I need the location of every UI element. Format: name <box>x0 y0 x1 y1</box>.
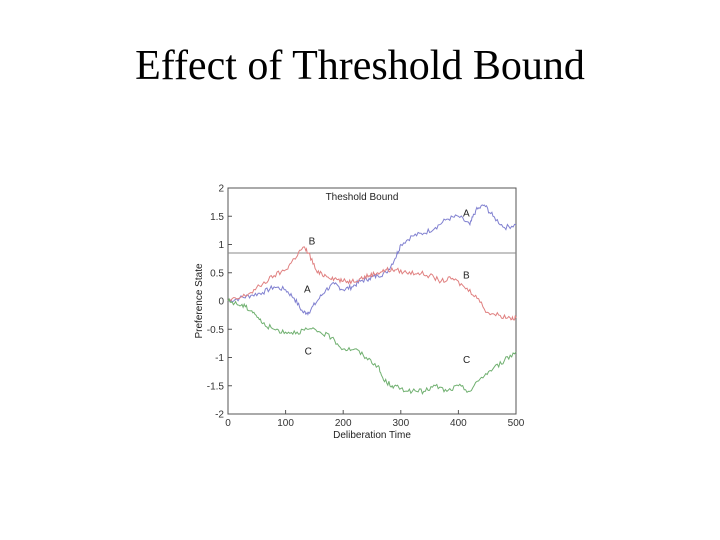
chart-title: Theshold Bound <box>326 192 399 203</box>
annotation-label: B <box>309 237 316 248</box>
annotation-label: A <box>304 285 311 296</box>
x-axis-label: Deliberation Time <box>333 430 411 441</box>
x-tick-label: 200 <box>335 418 352 429</box>
x-tick-label: 400 <box>450 418 467 429</box>
y-tick-label: 1.5 <box>210 212 224 223</box>
annotation-label: C <box>305 347 312 358</box>
y-tick-label: 0 <box>218 297 224 308</box>
x-tick-label: 0 <box>225 418 231 429</box>
y-tick-label: 1 <box>218 240 224 251</box>
line-chart: 0 100 200 300 400 500 -2 -1.5 -1 -0.5 0 0.5 1 1.5 2 B A… <box>194 184 525 442</box>
plot-area <box>227 187 517 415</box>
series-line-3 <box>227 297 517 396</box>
annotation-label: C <box>463 355 470 366</box>
y-tick-label: -1.5 <box>207 381 225 392</box>
y-tick-label: -1 <box>215 353 224 364</box>
series-group <box>227 204 517 396</box>
y-tick-label: 2 <box>218 184 224 195</box>
y-tick-label: -0.5 <box>207 325 225 336</box>
series-line-2 <box>227 246 517 321</box>
annotation-label: B <box>463 270 470 281</box>
axis-ticks: 0 100 200 300 400 500 -2 -1.5 -1 -0.5 0 0.5 1 1.5 2 <box>207 184 525 430</box>
x-tick-label: 300 <box>392 418 409 429</box>
y-tick-label: -2 <box>215 410 224 421</box>
annotation-group: B A C A B C <box>304 208 470 366</box>
slide-title: Effect of Threshold Bound <box>135 43 585 89</box>
x-tick-label: 100 <box>277 418 294 429</box>
y-tick-label: 0.5 <box>210 268 224 279</box>
series-line-1 <box>227 204 517 316</box>
annotation-label: A <box>463 208 470 219</box>
y-axis-label: Preference State <box>194 263 205 338</box>
x-tick-label: 500 <box>508 418 525 429</box>
